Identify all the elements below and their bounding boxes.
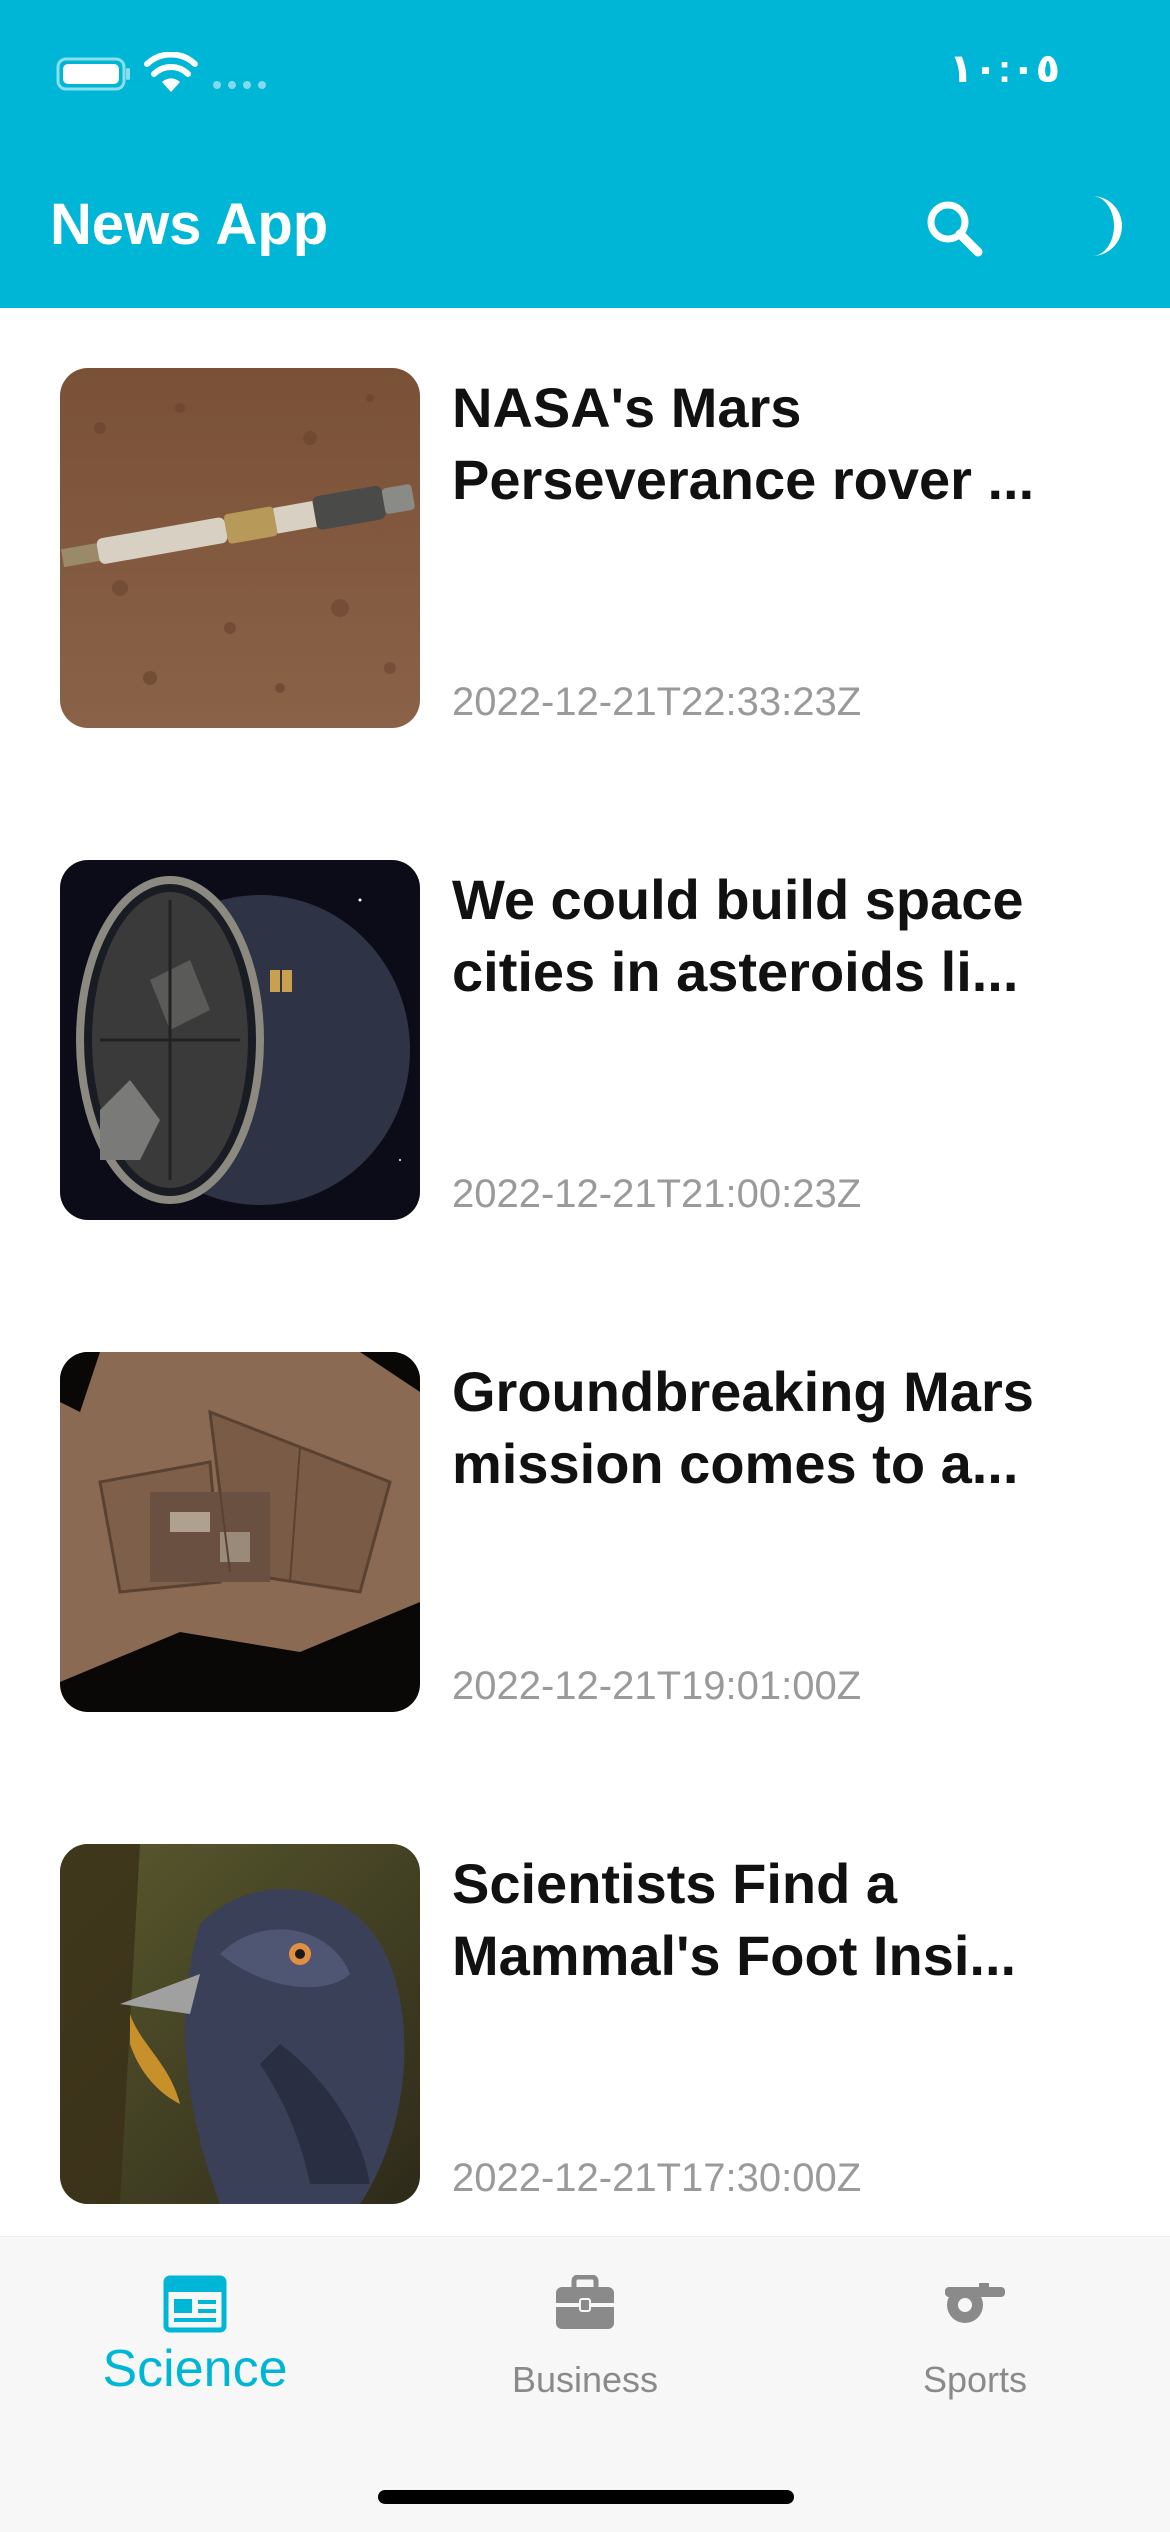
status-time: ١٠:٠٥ [949, 47, 1060, 91]
article-title: Groundbreaking Mars mission comes to a..… [452, 1360, 1034, 1495]
article-thumbnail [60, 1844, 420, 2204]
app-header: ١٠:٠٥ News App [0, 0, 1170, 308]
search-icon[interactable] [922, 196, 986, 260]
bottom-tab-bar: Science Business Sports [0, 2236, 1170, 2532]
wifi-icon [144, 52, 198, 92]
theme-toggle-icon[interactable] [1070, 192, 1130, 260]
whistle-icon [945, 2283, 1005, 2323]
article-thumbnail [60, 368, 420, 728]
status-bar: ١٠:٠٥ [0, 0, 1170, 140]
tab-label: Science [102, 2340, 288, 2398]
newspaper-icon [163, 2275, 227, 2333]
battery-icon [56, 57, 130, 91]
article-title: We could build space cities in asteroids… [452, 868, 1024, 1003]
tab-science[interactable]: Science [0, 2237, 390, 2457]
article-date: 2022-12-21T21:00:23Z [452, 1172, 862, 1216]
news-item[interactable]: We could build space cities in asteroids… [0, 800, 1170, 1220]
news-list[interactable]: NASA's Mars Perseverance rover ... 2022-… [0, 308, 1170, 2236]
tab-business[interactable]: Business [390, 2237, 780, 2457]
article-title: Scientists Find a Mammal's Foot Insi... [452, 1852, 1017, 1987]
article-date: 2022-12-21T19:01:00Z [452, 1664, 862, 1708]
tab-label: Business [511, 2359, 659, 2400]
article-thumbnail [60, 1352, 420, 1712]
news-item[interactable]: Groundbreaking Mars mission comes to a..… [0, 1292, 1170, 1712]
briefcase-icon [556, 2275, 614, 2329]
news-item[interactable]: Scientists Find a Mammal's Foot Insi... … [0, 1784, 1170, 2204]
tab-label: Sports [922, 2359, 1028, 2400]
tab-sports[interactable]: Sports [780, 2237, 1170, 2457]
app-title: News App [50, 192, 329, 257]
article-date: 2022-12-21T17:30:00Z [452, 2156, 862, 2200]
article-title: NASA's Mars Perseverance rover ... [452, 376, 1035, 511]
signal-icon [213, 81, 266, 89]
home-indicator[interactable] [378, 2490, 794, 2504]
article-thumbnail [60, 860, 420, 1220]
news-item[interactable]: NASA's Mars Perseverance rover ... 2022-… [0, 308, 1170, 728]
article-date: 2022-12-21T22:33:23Z [452, 680, 862, 724]
